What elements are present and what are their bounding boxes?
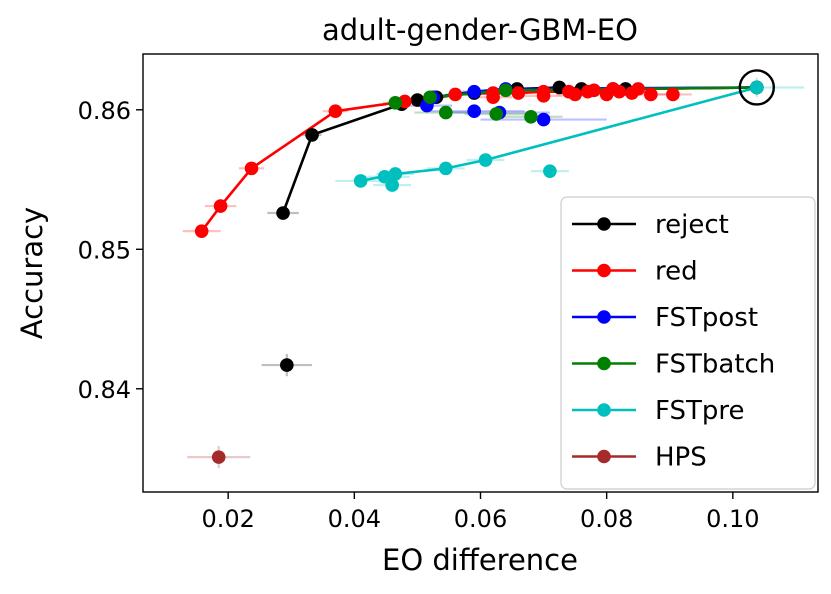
legend-marker-reject — [597, 217, 611, 231]
red-marker — [580, 84, 595, 99]
legend-label-hps: HPS — [655, 443, 707, 473]
legend-marker-fstpost — [597, 310, 611, 324]
red-marker — [194, 224, 209, 238]
red-marker — [486, 90, 500, 105]
red-marker — [612, 84, 627, 99]
hps-marker — [211, 450, 226, 464]
fstbatch-marker — [489, 107, 504, 121]
y-tick-label: 0.85 — [78, 236, 131, 264]
fstpre-marker — [543, 164, 557, 178]
legend-marker-red — [597, 263, 611, 278]
baseline-circle-marker — [738, 69, 776, 106]
fstpre-marker — [385, 178, 399, 192]
reject-marker — [280, 358, 294, 372]
x-tick-label: 0.06 — [454, 505, 507, 533]
legend: reject red FSTpost FSTbatch FSTpre HPS — [560, 196, 816, 490]
fstbatch-marker — [439, 105, 453, 120]
red-marker — [599, 87, 614, 102]
red-marker — [448, 87, 463, 102]
legend-marker-fstpre — [597, 403, 611, 417]
x-tick-label: 0.08 — [580, 505, 633, 533]
legend-label-fstpre: FSTpre — [655, 396, 745, 426]
reject-marker — [305, 128, 319, 142]
red-marker — [213, 199, 228, 213]
y-axis-label: Accuracy — [15, 207, 49, 339]
fstpre-marker — [439, 161, 453, 176]
fstbatch-marker — [524, 109, 538, 124]
fstpost-marker — [467, 84, 481, 99]
fstpre-marker — [353, 174, 368, 188]
plot-area — [182, 69, 805, 469]
y-tick-label: 0.86 — [78, 97, 131, 125]
red-marker — [568, 87, 582, 102]
axis-ticks: 0.02 0.04 0.06 0.08 0.10 0.84 0.85 0.86 — [78, 97, 760, 533]
fstpost-marker — [536, 112, 551, 127]
x-tick-label: 0.02 — [201, 505, 254, 533]
red-marker — [328, 104, 343, 118]
fstpost-marker — [467, 104, 481, 118]
red-marker — [536, 89, 551, 103]
fstpre-marker — [478, 153, 493, 167]
fstbatch-marker — [388, 96, 403, 110]
chart-title: adult-gender-GBM-EO — [322, 13, 638, 47]
y-tick-label: 0.84 — [78, 376, 131, 404]
legend-label-reject: reject — [655, 210, 729, 240]
red-marker — [644, 87, 658, 102]
legend-marker-hps — [597, 449, 611, 464]
fstbatch-marker — [423, 90, 437, 105]
legend-marker-fstbatch — [597, 356, 611, 371]
x-axis-label: EO difference — [382, 543, 578, 577]
red-marker — [625, 86, 639, 100]
fstpre-marker — [388, 167, 403, 181]
fstpre-marker — [750, 80, 764, 95]
red-marker — [666, 87, 680, 102]
legend-label-fstpost: FSTpost — [655, 303, 758, 333]
x-tick-label: 0.04 — [328, 505, 381, 533]
fstbatch-marker — [498, 83, 513, 98]
x-tick-label: 0.10 — [706, 505, 759, 533]
reject-marker — [276, 206, 290, 220]
legend-label-fstbatch: FSTbatch — [655, 350, 775, 380]
red-marker — [511, 86, 526, 100]
legend-label-red: red — [655, 257, 698, 287]
red-marker — [244, 161, 259, 176]
